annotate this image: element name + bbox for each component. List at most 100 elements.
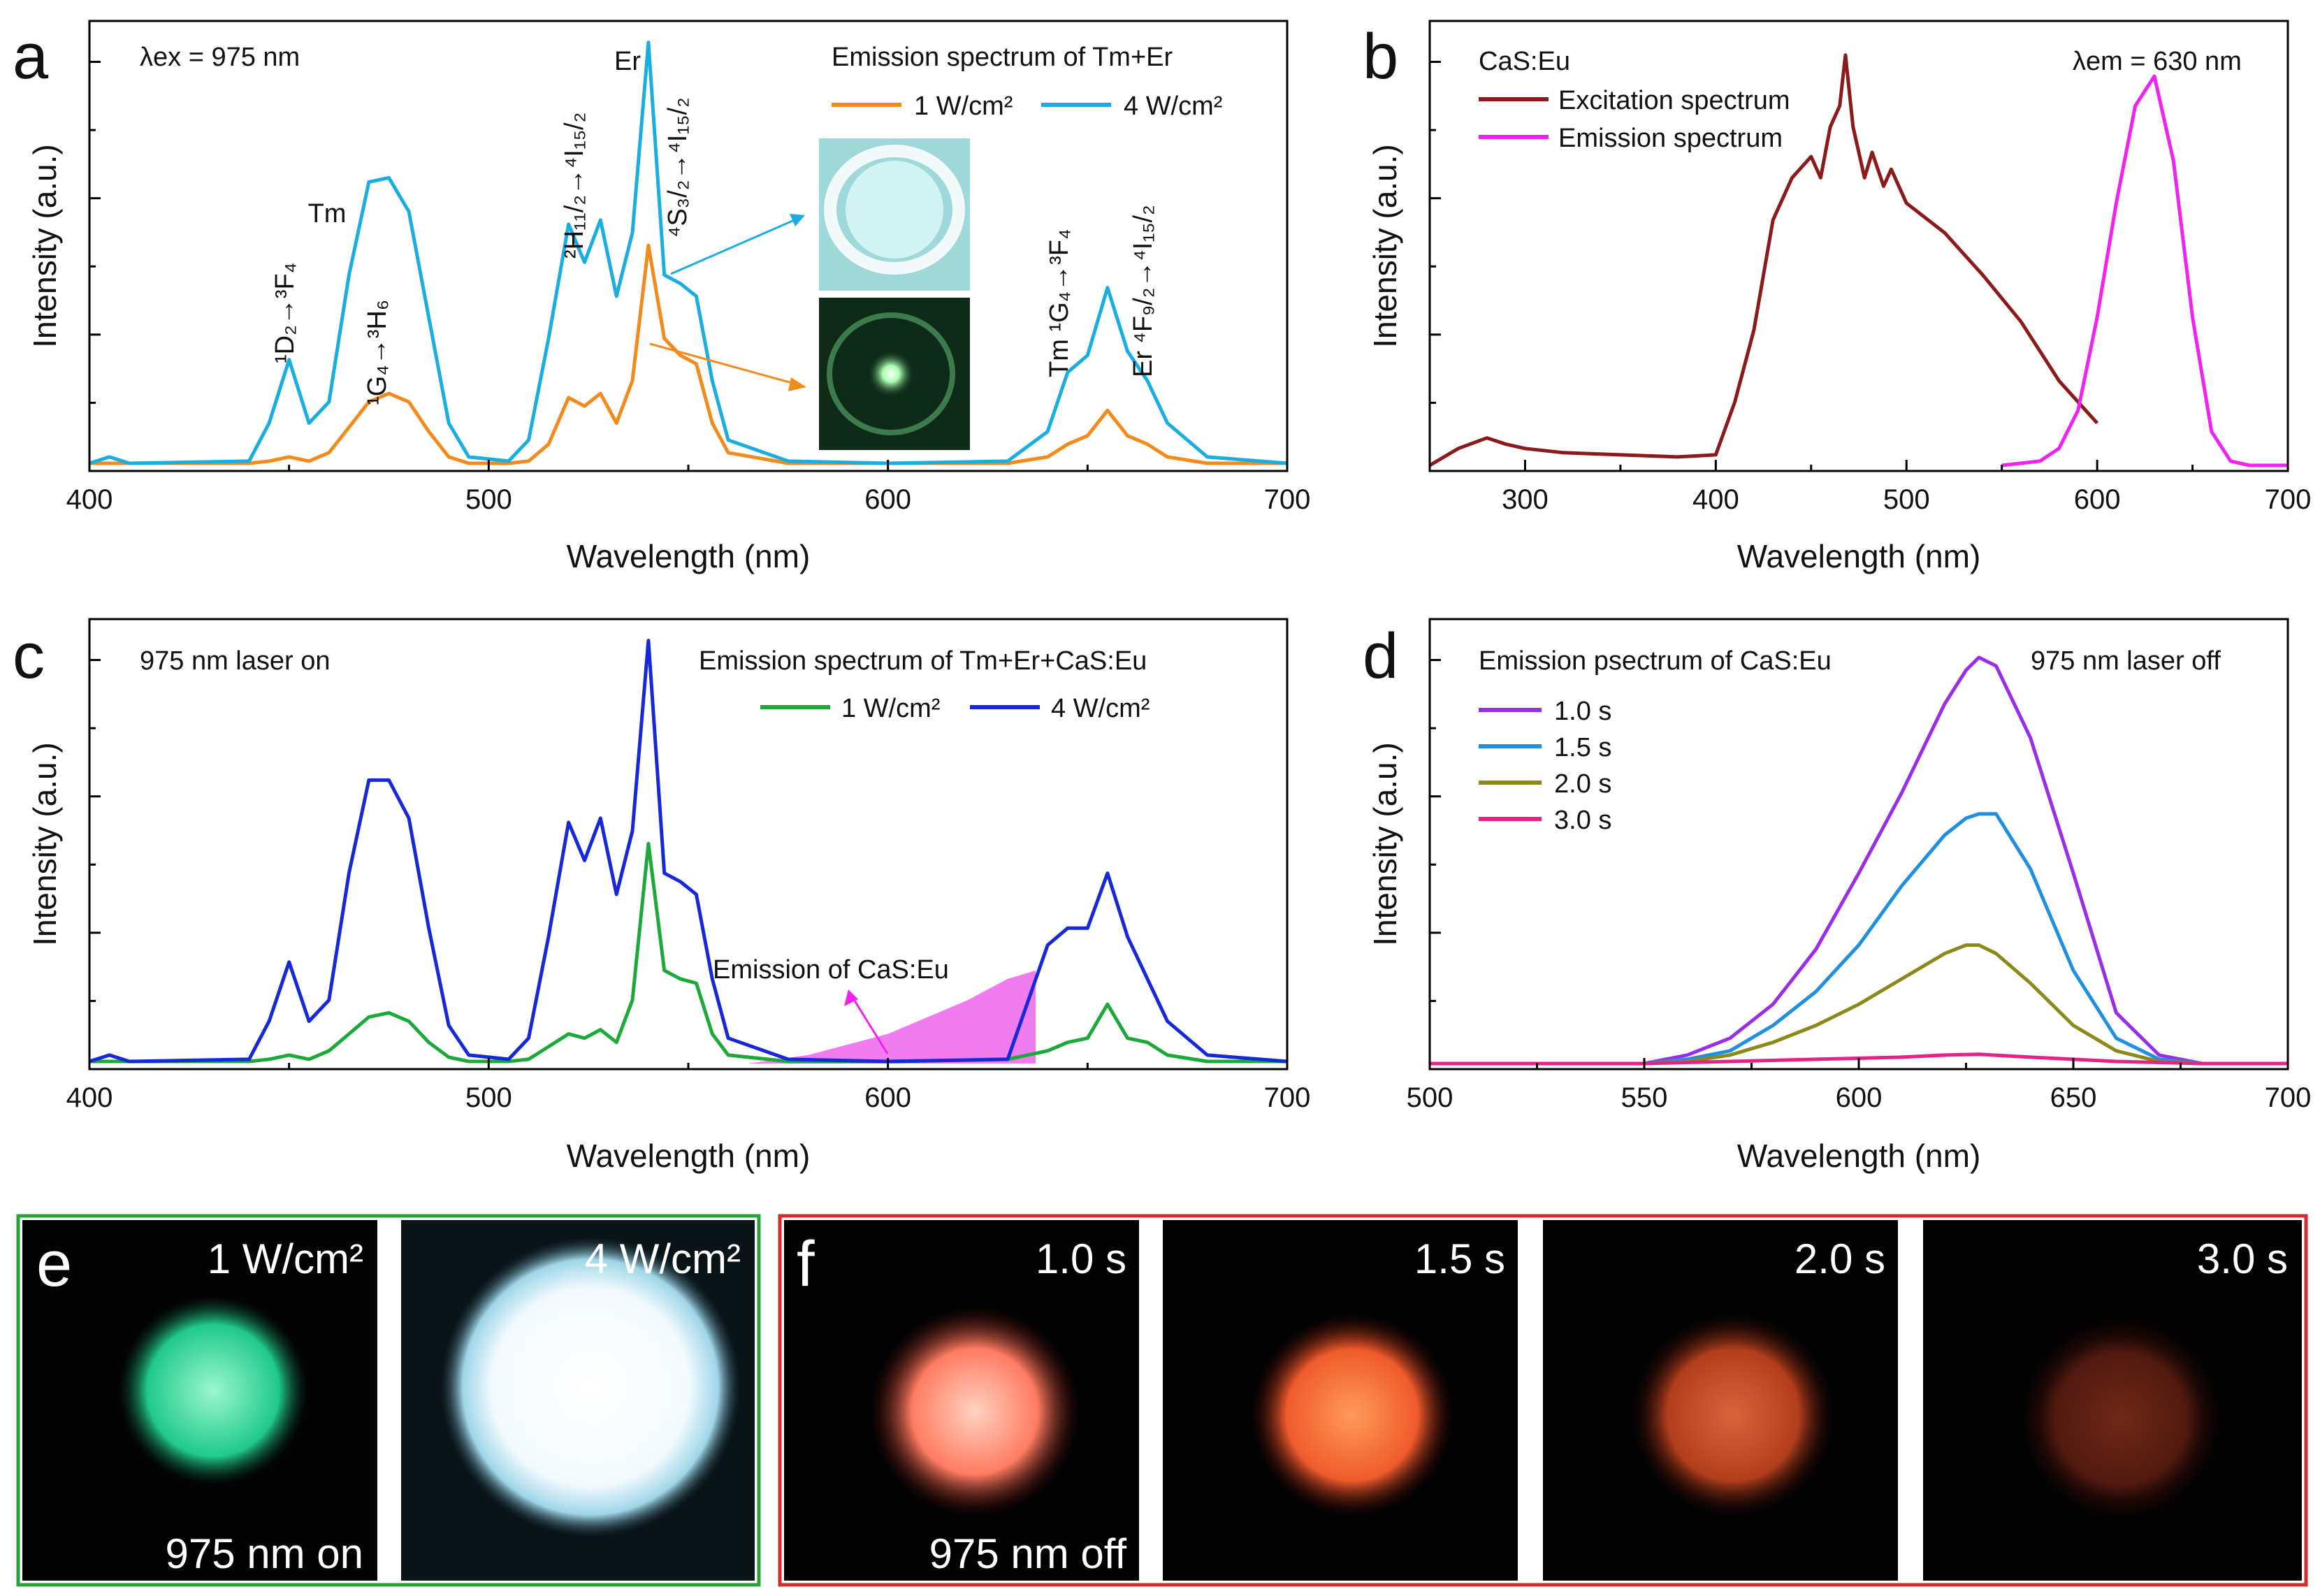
panel-a-xlabel: Wavelength (nm) (567, 538, 811, 574)
photo-f-1-glow (870, 1307, 1080, 1516)
inset-green-spot (867, 350, 915, 398)
peak-label-tm-1g4-3f4: Tm ¹G₄→³F₄ (1045, 228, 1074, 377)
series-b-1 (1428, 53, 2098, 467)
series-d-3 (1430, 943, 2288, 1066)
xtick-label: 500 (465, 484, 512, 515)
panel-f-border (778, 1214, 2308, 1587)
panel-letter-b: b (1363, 21, 1398, 92)
photo-f-1-time: 1.0 s (1036, 1235, 1126, 1282)
panel-a-legend: 1 W/cm² 4 W/cm² (832, 92, 1222, 121)
photo-e-1-power: 1 W/cm² (208, 1235, 363, 1282)
legend-d-label-2: 1.5 s (1554, 733, 1611, 762)
panel-c-yticks (89, 659, 101, 1002)
panel-a-ylabel: Intensity (a.u.) (27, 144, 63, 347)
xtick-label: 600 (2074, 484, 2121, 515)
panel-d-series (1430, 655, 2288, 1066)
inset-dish (827, 312, 955, 435)
photo-f-4-time: 3.0 s (2197, 1235, 2288, 1282)
panel-d-legend: 1.0 s 1.5 s 2.0 s 3.0 s (1479, 697, 1611, 835)
legend-b-label-2: Emission spectrum (1558, 124, 1783, 153)
photo-f-2-glow (1251, 1314, 1453, 1516)
panel-c-series (89, 639, 1288, 1064)
legend-a-label-1: 1 W/cm² (914, 92, 1013, 121)
xtick-label: 600 (1836, 1082, 1883, 1113)
arrow-1w (649, 342, 803, 387)
legend-d-label-4: 3.0 s (1554, 806, 1611, 835)
panel-c-frame (88, 618, 1289, 1071)
panel-b-series (1428, 53, 2288, 467)
panel-a-chart: a 400 500 600 700 Wavelength (nm) Intensity… (13, 20, 1311, 574)
panel-letter-a: a (13, 21, 49, 92)
xtick-label: 700 (1264, 1082, 1311, 1113)
xtick-label: 700 (2265, 484, 2312, 515)
xtick-label: 600 (864, 1082, 911, 1113)
peak-label-4s3: ⁴S₃/₂→⁴I₁₅/₂ (663, 97, 693, 238)
arrowhead-4w (790, 214, 805, 226)
peak-label-1g4-3h6: ¹G₄→³H₆ (363, 300, 392, 405)
photo-e-1-caption: 975 nm on (165, 1530, 363, 1577)
panel-b-emission-note: λem = 630 nm (2073, 47, 2242, 76)
photo-f-4-glow (2020, 1317, 2222, 1520)
series-d-2 (1430, 812, 2288, 1066)
inset-glow (846, 161, 943, 259)
panel-b-ylabel: Intensity (a.u.) (1367, 144, 1403, 347)
panel-letter-c: c (13, 621, 45, 692)
legend-d-label-1: 1.0 s (1554, 697, 1611, 726)
series-a-1 (89, 243, 1287, 465)
legend-a-label-2: 4 W/cm² (1124, 92, 1222, 121)
panel-d-xticks: 500 550 600 650 700 (1407, 1058, 2311, 1113)
panel-d-legend-title: Emission psectrum of CaS:Eu (1479, 646, 1832, 676)
panel-c-xticks: 400 500 600 700 (66, 1058, 1311, 1113)
panel-e-photos: e 1 W/cm² 4 W/cm² 975 nm on (16, 1214, 761, 1587)
panel-d-laser-note: 975 nm laser off (2031, 646, 2221, 676)
xtick-label: 500 (1407, 1082, 1453, 1113)
panel-c-cas-eu-area (748, 970, 1036, 1064)
series-c-1 (89, 841, 1287, 1064)
series-d-4 (1430, 1052, 2288, 1066)
panel-c-xlabel: Wavelength (nm) (567, 1138, 811, 1174)
peak-label-er: Er (614, 47, 641, 76)
panel-a-yticks (89, 61, 101, 404)
panel-b-yticks (1430, 61, 1441, 404)
panel-a-xticks: 400 500 600 700 (66, 460, 1311, 515)
panel-b-legend: Excitation spectrum Emission spectrum (1479, 86, 1790, 153)
legend-d-label-3: 2.0 s (1554, 769, 1611, 799)
panel-b-frame (1428, 20, 2289, 472)
panel-f-photos: f 1.0 s 1.5 s 2.0 s 3.0 s 975 nm off (778, 1214, 2308, 1587)
panel-letter-d: d (1363, 621, 1398, 692)
panel-c-laser-note: 975 nm laser on (140, 646, 331, 676)
legend-b-label-1: Excitation spectrum (1558, 86, 1790, 115)
photo-e-2-glow (440, 1237, 741, 1537)
panel-d-xlabel: Wavelength (nm) (1737, 1138, 1981, 1174)
xtick-label: 700 (1264, 484, 1311, 515)
panel-d-yticks (1430, 659, 1441, 1002)
peak-label-1d2: ¹D₂→³F₄ (270, 263, 300, 363)
legend-c-label-2: 4 W/cm² (1051, 694, 1150, 723)
peak-label-tm: Tm (308, 199, 347, 228)
series-d-1 (1430, 655, 2288, 1066)
panel-c-area-label: Emission of CaS:Eu (713, 955, 949, 985)
panel-b-chart: b 300 400 500 600 700 Wavelength (nm) Intens… (1363, 20, 2312, 574)
arrowhead-1w (788, 377, 806, 391)
panel-d-chart: d 500 550 600 650 700 Wavelength (nm) Intens… (1363, 618, 2311, 1174)
xtick-label: 400 (66, 1082, 113, 1113)
xtick-label: 500 (465, 1082, 512, 1113)
arrow-4w (670, 215, 803, 275)
photo-e-2-power: 4 W/cm² (585, 1235, 741, 1282)
peak-label-2h11: ²H₁₁/₂→⁴I₁₅/₂ (560, 113, 589, 259)
panel-c-area-arrow (850, 994, 889, 1054)
series-b-2 (2001, 74, 2288, 467)
xtick-label: 300 (1502, 484, 1549, 515)
panel-c-chart: c 400 500 600 700 Wavelength (nm) Intensity… (13, 618, 1311, 1174)
panel-b-title: CaS:Eu (1479, 47, 1570, 76)
xtick-label: 500 (1883, 484, 1930, 515)
panel-letter-e: e (36, 1228, 72, 1300)
panel-d-frame (1428, 618, 2289, 1071)
panel-b-xticks: 300 400 500 600 700 (1428, 460, 2312, 515)
panel-c-ylabel: Intensity (a.u.) (27, 742, 63, 945)
peak-label-er-4f9: Er ⁴F₉/₂→⁴I₁₅/₂ (1129, 205, 1158, 377)
panel-c-legend: 1 W/cm² 4 W/cm² (760, 694, 1150, 723)
panel-a-inset-photos (649, 138, 970, 450)
panel-c-legend-title: Emission spectrum of Tm+Er+CaS:Eu (699, 646, 1147, 676)
